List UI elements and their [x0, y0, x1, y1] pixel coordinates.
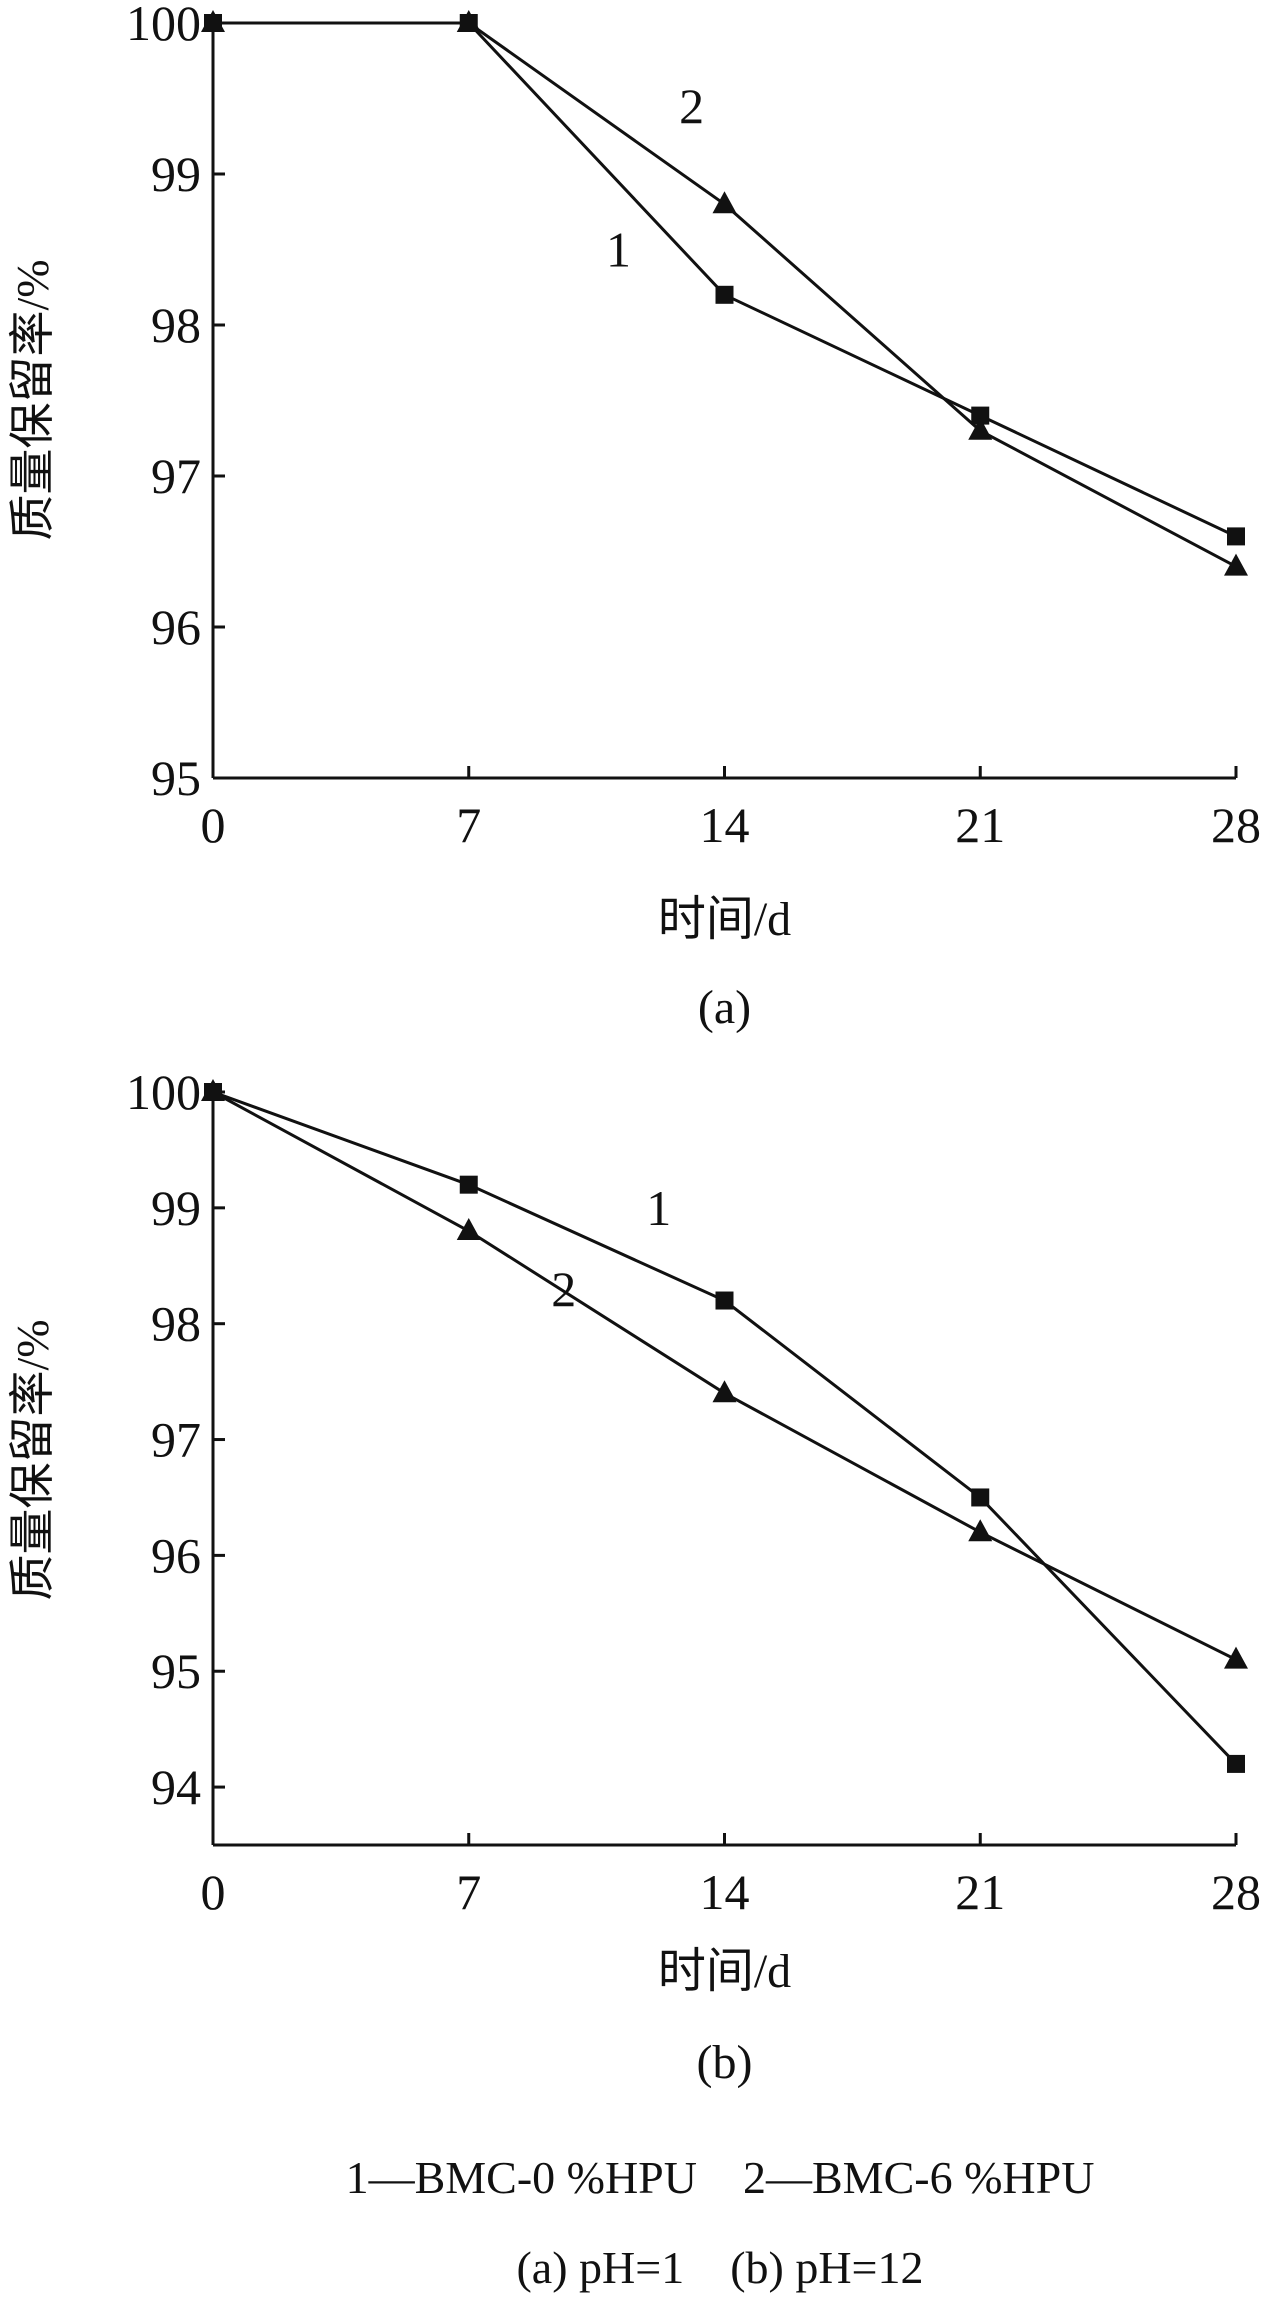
- panel-label: (a): [698, 981, 751, 1034]
- series-1-line: [213, 21, 1237, 538]
- series-1-point: [459, 1175, 478, 1194]
- y-axis-label: 质量保留率/%: [7, 1319, 58, 1600]
- y-tick-label: 100: [126, 1064, 201, 1120]
- series-1-annotation: 1: [646, 1180, 671, 1236]
- series-1-line: [212, 1090, 1238, 1765]
- legend-caption: 1—BMC-0 %HPU 2—BMC-6 %HPU: [346, 2152, 1095, 2203]
- y-axis-label: 质量保留率/%: [7, 259, 58, 540]
- x-tick-label: 21: [955, 1864, 1005, 1920]
- ph-caption: (a) pH=1 (b) pH=12: [516, 2242, 923, 2293]
- x-tick-label: 14: [700, 797, 750, 853]
- panel-b-chart: 94 95 96 97 98 99 100 0 7 14 21 28 时间/d 质量保留率/% (b) 1 2: [7, 1064, 1261, 2089]
- series-2-point: [201, 1079, 225, 1101]
- series-2-point: [201, 10, 225, 32]
- series-2-point: [712, 191, 737, 214]
- y-tick-label: 100: [126, 0, 201, 51]
- x-tick-label: 0: [201, 797, 226, 853]
- y-tick-label: 98: [151, 297, 201, 353]
- series-2-point: [968, 417, 993, 440]
- y-tick-label: 97: [151, 448, 201, 504]
- y-tick-label: 94: [151, 1759, 201, 1815]
- y-tick-label: 95: [151, 750, 201, 806]
- panel-label: (b): [697, 2036, 753, 2089]
- series-1-point: [715, 285, 734, 304]
- y-tick-label: 99: [151, 1180, 201, 1236]
- x-tick-label: 28: [1211, 797, 1261, 853]
- y-tick-label: 96: [151, 599, 201, 655]
- x-tick-label: 7: [456, 1864, 481, 1920]
- y-tick-label: 98: [151, 1296, 201, 1352]
- y-tick-label: 96: [151, 1527, 201, 1583]
- y-tick-label: 97: [151, 1412, 201, 1468]
- y-tick-label: 95: [151, 1643, 201, 1699]
- series-2-point: [1224, 553, 1248, 576]
- x-tick-label: 0: [201, 1864, 226, 1920]
- x-tick-label: 21: [955, 797, 1005, 853]
- series-1-annotation: 1: [606, 222, 631, 278]
- series-2-annotation: 2: [679, 78, 704, 134]
- y-tick-label: 99: [151, 146, 201, 202]
- series-1-point: [715, 1291, 734, 1310]
- x-tick-label: 14: [700, 1864, 750, 1920]
- series-2-point: [712, 1380, 737, 1403]
- x-tick-label: 7: [456, 797, 481, 853]
- series-2-point: [968, 1519, 993, 1542]
- series-1-point: [971, 406, 990, 425]
- panel-a-chart: 95 96 97 98 99 100 0 7 14 21 28 时间/d 质量保留率/% (a) 1 2: [7, 0, 1261, 1034]
- x-axis-label: 时间/d: [658, 1945, 791, 1998]
- x-axis-label: 时间/d: [658, 893, 791, 946]
- series-2-point: [456, 1218, 481, 1241]
- series-2-point: [1224, 1646, 1248, 1669]
- x-tick-label: 28: [1211, 1864, 1261, 1920]
- series-2-line: [212, 1090, 1237, 1661]
- series-1-point: [1227, 1754, 1245, 1773]
- series-1-point: [971, 1488, 990, 1507]
- series-2-annotation: 2: [551, 1261, 576, 1317]
- series-2-point: [456, 10, 481, 32]
- series-1-point: [1227, 527, 1245, 546]
